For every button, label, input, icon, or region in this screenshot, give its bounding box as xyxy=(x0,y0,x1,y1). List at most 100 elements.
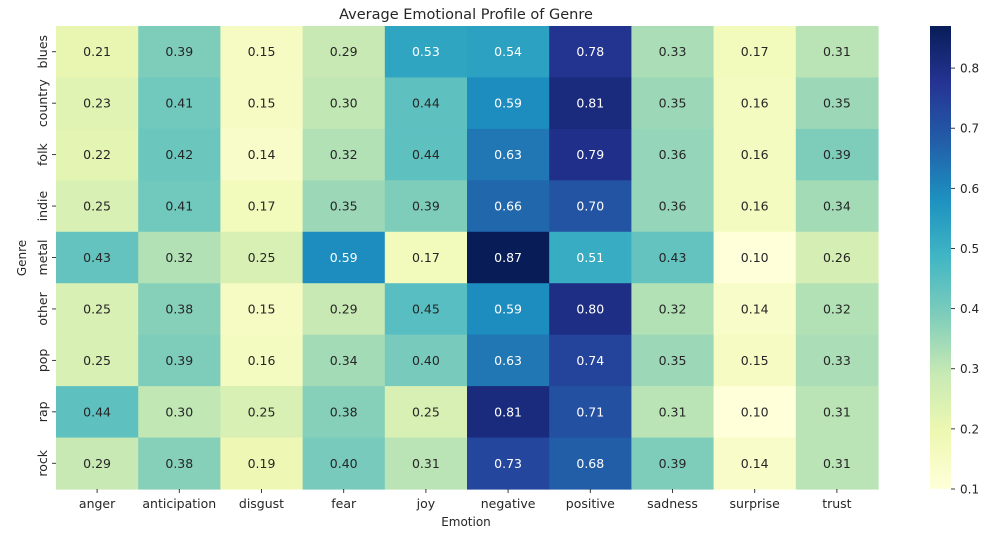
heatmap-cell xyxy=(56,128,139,181)
cell-value-label: 0.21 xyxy=(83,44,111,59)
heatmap-cells: 0.21 0.39 0.15 0.29 0.53 0.54 0.78 0.33 0.17 0.31… xyxy=(56,26,879,490)
cell-value-label: 0.17 xyxy=(741,44,769,59)
y-tick-label: blues xyxy=(35,35,50,69)
cell-value-label: 0.63 xyxy=(494,147,522,162)
y-tick-label: country xyxy=(35,79,50,127)
cell-value-label: 0.29 xyxy=(330,44,358,59)
cell-value-label: 0.25 xyxy=(412,404,440,419)
colorbar-tick-label: 0.2 xyxy=(960,422,979,436)
x-tick-label: trust xyxy=(822,496,851,511)
x-tick-label: surprise xyxy=(730,496,781,511)
heatmap-cell xyxy=(631,180,715,233)
cell-value-label: 0.29 xyxy=(83,456,111,471)
cell-value-label: 0.87 xyxy=(494,250,522,265)
cell-value-label: 0.32 xyxy=(659,301,687,316)
y-axis: blues country folk indie metal other pop rap roc… xyxy=(35,35,56,477)
cell-value-label: 0.45 xyxy=(412,301,440,316)
cell-value-label: 0.44 xyxy=(83,404,111,419)
cell-value-label: 0.14 xyxy=(741,301,769,316)
cell-value-label: 0.32 xyxy=(330,147,358,162)
heatmap-cell xyxy=(302,437,386,490)
cell-value-label: 0.30 xyxy=(330,96,358,111)
heatmap-cell xyxy=(220,26,304,79)
heatmap-cell xyxy=(138,26,221,79)
cell-value-label: 0.35 xyxy=(659,96,687,111)
heatmap-cell xyxy=(220,231,304,284)
cell-value-label: 0.43 xyxy=(83,250,111,265)
heatmap-cell xyxy=(795,128,879,181)
cell-value-label: 0.39 xyxy=(412,199,440,214)
cell-value-label: 0.15 xyxy=(741,353,769,368)
cell-value-label: 0.70 xyxy=(576,199,604,214)
colorbar-tick-label: 0.5 xyxy=(960,242,979,256)
heatmap-cell xyxy=(56,386,139,439)
heatmap-cell xyxy=(713,128,797,181)
x-tick-label: anger xyxy=(79,496,116,511)
heatmap-cell xyxy=(220,386,304,439)
heatmap-cell xyxy=(220,334,304,387)
colorbar-gradient xyxy=(930,26,951,489)
cell-value-label: 0.44 xyxy=(412,147,440,162)
colorbar-tick-label: 0.8 xyxy=(960,62,979,76)
heatmap-cell xyxy=(549,180,632,233)
cell-value-label: 0.74 xyxy=(576,353,604,368)
cell-value-label: 0.30 xyxy=(165,404,193,419)
y-axis-label: Genre xyxy=(15,240,29,276)
cell-value-label: 0.16 xyxy=(741,96,769,111)
cell-value-label: 0.44 xyxy=(412,96,440,111)
heatmap-cell xyxy=(795,437,879,490)
cell-value-label: 0.81 xyxy=(494,404,522,419)
cell-value-label: 0.34 xyxy=(823,199,851,214)
heatmap-cell xyxy=(302,128,386,181)
cell-value-label: 0.35 xyxy=(823,96,851,111)
cell-value-label: 0.73 xyxy=(494,456,522,471)
cell-value-label: 0.71 xyxy=(576,404,604,419)
cell-value-label: 0.14 xyxy=(248,147,276,162)
cell-value-label: 0.53 xyxy=(412,44,440,59)
heatmap-cell xyxy=(302,231,386,284)
heatmap-cell xyxy=(713,334,797,387)
y-tick-label: indie xyxy=(35,191,50,222)
cell-value-label: 0.59 xyxy=(494,301,522,316)
cell-value-label: 0.41 xyxy=(165,199,193,214)
heatmap-cell xyxy=(56,231,139,284)
colorbar: 0.1 0.2 0.3 0.4 0.5 0.6 0.7 0.8 xyxy=(930,26,979,497)
heatmap-cell xyxy=(631,128,715,181)
heatmap-cell xyxy=(138,437,221,490)
heatmap-cell xyxy=(302,77,386,130)
heatmap-cell xyxy=(384,128,468,181)
heatmap-cell xyxy=(713,77,797,130)
heatmap-cell xyxy=(549,128,632,181)
cell-value-label: 0.39 xyxy=(165,44,193,59)
heatmap-cell xyxy=(631,386,715,439)
heatmap-cell xyxy=(467,437,550,490)
x-tick-label: fear xyxy=(331,496,357,511)
heatmap-cell xyxy=(384,180,468,233)
y-tick-label: pop xyxy=(35,349,50,373)
heatmap-cell xyxy=(56,283,139,336)
heatmap-cell xyxy=(549,437,632,490)
heatmap-cell xyxy=(467,386,550,439)
heatmap-cell xyxy=(549,334,632,387)
heatmap-cell xyxy=(631,77,715,130)
cell-value-label: 0.16 xyxy=(248,353,276,368)
heatmap-cell xyxy=(138,386,221,439)
x-axis: anger anticipation disgust fear joy negative p… xyxy=(79,489,852,511)
heatmap-cell xyxy=(795,77,879,130)
cell-value-label: 0.36 xyxy=(659,147,687,162)
heatmap-cell xyxy=(138,283,221,336)
heatmap-cell xyxy=(220,77,304,130)
heatmap-cell xyxy=(795,231,879,284)
cell-value-label: 0.81 xyxy=(576,96,604,111)
x-tick-label: sadness xyxy=(647,496,698,511)
cell-value-label: 0.42 xyxy=(165,147,193,162)
cell-value-label: 0.31 xyxy=(823,456,851,471)
x-tick-label: disgust xyxy=(239,496,284,511)
heatmap-cell xyxy=(713,283,797,336)
cell-value-label: 0.22 xyxy=(83,147,111,162)
colorbar-tick-label: 0.1 xyxy=(960,483,979,497)
cell-value-label: 0.54 xyxy=(494,44,522,59)
cell-value-label: 0.15 xyxy=(248,96,276,111)
heatmap-cell xyxy=(56,437,139,490)
